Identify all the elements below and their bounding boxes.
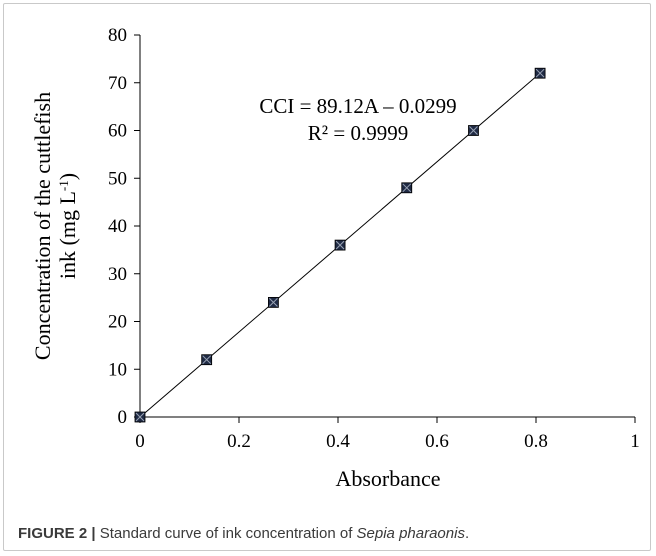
data-point — [468, 126, 478, 136]
figure-caption: FIGURE 2 | Standard curve of ink concent… — [18, 525, 469, 542]
caption-text: Standard curve of ink concentration of — [96, 525, 357, 542]
x-tick-label: 0.8 — [524, 431, 548, 452]
data-point — [135, 412, 145, 422]
y-tick-label: 0 — [118, 407, 128, 428]
y-axis-title-close: ) — [55, 173, 80, 180]
y-axis-title-unit: ink (mg L — [55, 191, 80, 279]
y-axis-title-line1: Concentration of the cuttlefish — [30, 92, 55, 360]
x-tick-label: 0.6 — [425, 431, 449, 452]
caption-end: . — [465, 525, 469, 542]
y-tick-label: 10 — [108, 359, 127, 380]
species-name: Sepia pharaonis — [357, 525, 465, 542]
x-tick-label: 0.2 — [227, 431, 251, 452]
chart: 0 10 20 30 40 50 60 70 80 0 0.2 0.4 0.6 0.8 1 CCI = 8… — [0, 0, 656, 520]
y-axis-title-sup: -1 — [56, 180, 71, 191]
y-tick-label: 30 — [108, 264, 127, 285]
x-tick-label: 0 — [135, 431, 145, 452]
r-squared-annotation: R² = 0.9999 — [308, 121, 408, 145]
y-tick-label: 70 — [108, 73, 127, 94]
y-axis-title-line2: ink (mg L-1) — [55, 173, 80, 279]
y-tick-label: 20 — [108, 312, 127, 333]
x-tick-label: 0.4 — [326, 431, 350, 452]
data-point — [202, 355, 212, 365]
x-axis-title: Absorbance — [335, 466, 440, 491]
data-point — [535, 68, 545, 78]
data-point — [268, 297, 278, 307]
y-tick-label: 50 — [108, 168, 127, 189]
y-axis-title: Concentration of the cuttlefish ink (mg … — [30, 92, 80, 360]
x-tick-label: 1 — [630, 431, 640, 452]
data-point — [402, 183, 412, 193]
y-tick-label: 60 — [108, 121, 127, 142]
figure-label: FIGURE 2 | — [18, 525, 96, 542]
y-tick-label: 80 — [108, 25, 127, 46]
y-tick-label: 40 — [108, 216, 127, 237]
x-axis-ticks: 0 0.2 0.4 0.6 0.8 1 — [135, 417, 640, 452]
equation-annotation: CCI = 89.12A – 0.0299 — [259, 94, 456, 118]
data-point — [335, 240, 345, 250]
y-axis-ticks: 0 10 20 30 40 50 60 70 80 — [108, 25, 140, 428]
